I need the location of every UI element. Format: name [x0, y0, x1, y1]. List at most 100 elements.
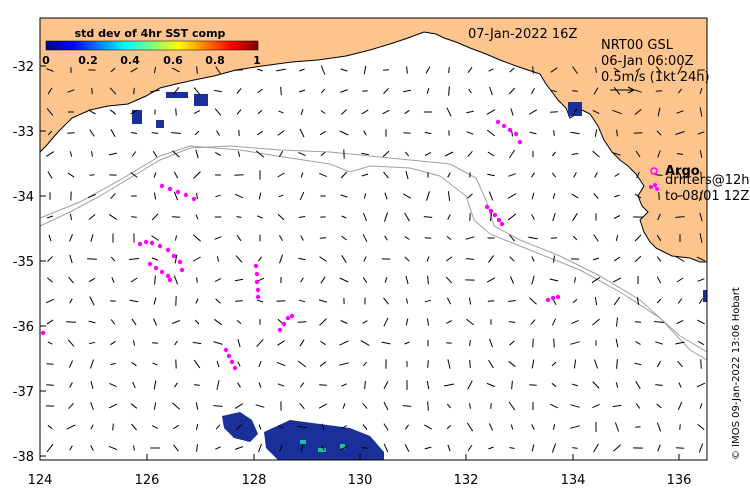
current-vector — [89, 296, 95, 306]
current-vector — [298, 216, 306, 218]
current-vector — [258, 360, 262, 368]
current-vector — [133, 340, 135, 346]
drifter-point — [513, 131, 519, 137]
imos-credit: © IMOS 09-Jan-2022 13:06 Hobart — [731, 287, 742, 460]
current-vector — [362, 320, 368, 324]
current-vector — [151, 257, 159, 261]
current-vector — [151, 132, 159, 134]
current-vector — [112, 423, 114, 431]
current-vector — [572, 447, 578, 449]
current-vector — [257, 88, 263, 94]
current-vector — [69, 445, 73, 451]
current-vector — [405, 275, 409, 285]
current-vector — [383, 423, 389, 431]
current-vector — [257, 68, 263, 72]
current-vector — [193, 87, 201, 95]
current-vector — [613, 215, 621, 219]
current-vector — [193, 359, 201, 369]
current-vector — [362, 424, 368, 430]
x-axis — [39, 454, 680, 460]
y-tick-34: -34 — [13, 190, 34, 205]
current-vector — [447, 214, 451, 220]
current-vector — [361, 447, 369, 449]
current-vector — [300, 172, 304, 178]
current-vector — [509, 234, 515, 242]
current-vector — [363, 212, 367, 222]
current-vector — [656, 130, 662, 136]
current-vector — [424, 151, 432, 157]
x-tick-132: 132 — [454, 473, 479, 488]
current-vector — [612, 277, 622, 283]
current-vector — [657, 150, 661, 158]
current-vector — [236, 88, 242, 94]
current-vector — [46, 215, 54, 219]
current-vector — [278, 425, 284, 429]
current-vector — [153, 318, 157, 326]
current-vector — [425, 66, 431, 74]
current-vector — [196, 444, 198, 452]
current-vector — [447, 172, 451, 178]
current-vector — [237, 151, 241, 157]
current-vector — [299, 382, 305, 388]
current-vector — [258, 382, 262, 388]
drifter-point — [159, 269, 165, 275]
current-vector — [214, 108, 222, 116]
current-vector — [88, 193, 96, 199]
current-vector — [237, 338, 241, 348]
current-vector — [487, 255, 495, 263]
current-vector — [406, 66, 408, 74]
current-vector — [675, 216, 685, 218]
current-vector — [68, 360, 74, 368]
current-vector — [507, 193, 517, 199]
current-vector — [234, 403, 244, 409]
current-vector — [88, 320, 96, 324]
current-vector — [615, 382, 619, 388]
current-vector — [592, 381, 600, 389]
current-vector — [257, 215, 263, 219]
current-vector — [572, 235, 578, 241]
current-vector — [255, 404, 265, 408]
current-vector — [528, 109, 538, 115]
drifter-point — [183, 192, 189, 198]
current-vector — [614, 194, 620, 198]
current-vector — [339, 340, 349, 346]
current-vector — [697, 278, 705, 282]
current-vector — [532, 338, 534, 348]
current-vector — [699, 403, 703, 409]
current-vector — [675, 256, 685, 262]
current-vector — [488, 423, 494, 431]
current-vector — [341, 109, 347, 115]
x-tick-128: 128 — [242, 473, 267, 488]
current-vector — [507, 213, 517, 221]
current-vector — [592, 318, 600, 326]
current-vector — [427, 275, 429, 285]
current-vector — [636, 297, 640, 305]
current-vector — [446, 107, 452, 117]
current-vector — [361, 173, 369, 177]
y-tick-37: -37 — [13, 385, 34, 400]
current-vector — [591, 276, 601, 284]
current-vector — [424, 131, 432, 135]
current-vector — [508, 300, 516, 302]
current-vector — [152, 362, 158, 366]
argo-legend-marker — [650, 167, 658, 175]
current-vector — [131, 423, 137, 431]
current-vector — [486, 382, 496, 388]
drifter-point — [229, 359, 235, 365]
current-vector — [196, 66, 198, 74]
current-vector — [299, 68, 305, 72]
current-vector — [404, 341, 410, 345]
drifter-point — [545, 297, 551, 303]
current-vector — [90, 424, 94, 430]
current-vector — [363, 361, 367, 367]
current-vector — [402, 193, 412, 199]
current-vector — [47, 256, 53, 262]
drifter-point — [143, 239, 149, 245]
current-vector — [364, 380, 366, 390]
current-vector — [195, 423, 199, 431]
current-vector — [615, 234, 619, 242]
current-vector — [48, 234, 52, 242]
current-vector — [278, 235, 284, 241]
current-vector — [173, 171, 179, 179]
current-vector — [384, 277, 388, 283]
